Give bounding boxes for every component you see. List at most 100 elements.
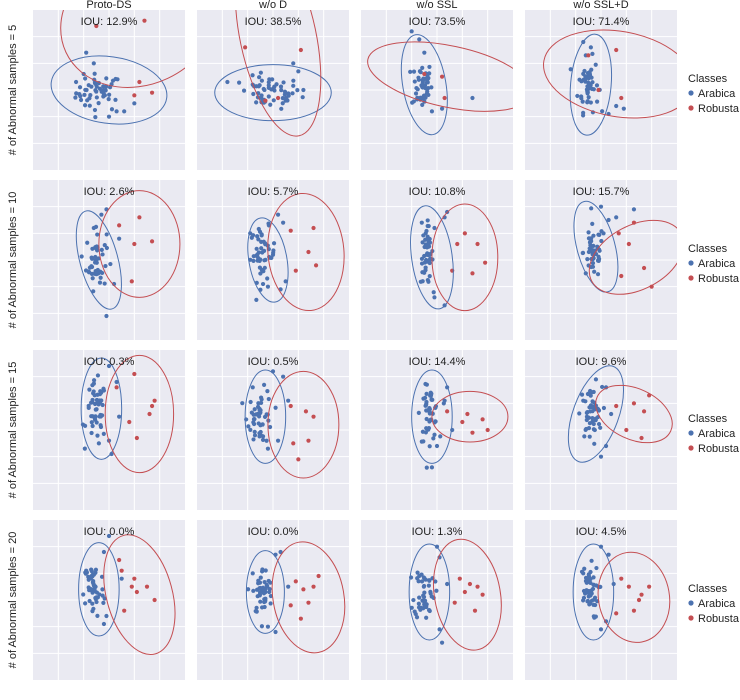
arabica-point	[606, 217, 611, 223]
arabica-point	[132, 101, 137, 106]
arabica-point	[255, 404, 261, 409]
iou-label: IOU: 4.5%	[576, 526, 627, 538]
arabica-point	[106, 533, 112, 539]
robusta-point	[149, 239, 155, 244]
arabica-point	[411, 597, 416, 603]
arabica-point	[598, 454, 604, 459]
arabica-point	[82, 446, 87, 451]
robusta-point	[306, 438, 311, 443]
arabica-point	[438, 434, 443, 439]
robusta-point	[631, 401, 637, 406]
arabica-point	[96, 101, 101, 106]
arabica-point	[429, 391, 434, 396]
arabica-point	[249, 410, 254, 415]
robusta-point	[149, 90, 155, 95]
robusta-point	[142, 18, 147, 23]
arabica-point	[251, 588, 256, 593]
robusta-point	[465, 411, 470, 417]
arabica-point	[259, 267, 264, 273]
arabica-point	[93, 407, 98, 412]
arabica-point	[237, 80, 242, 85]
arabica-point	[585, 599, 590, 604]
arabica-point	[260, 281, 266, 287]
arabica-ellipse	[400, 34, 448, 136]
column-title: w/o SSL+D	[572, 0, 628, 11]
arabica-point	[79, 254, 84, 259]
panel-marks	[50, 10, 185, 125]
arabica-point	[598, 204, 604, 209]
arabica-point	[423, 430, 429, 435]
arabica-point	[102, 93, 107, 98]
arabica-point	[101, 600, 106, 605]
arabica-point	[593, 62, 598, 67]
legend-marker	[688, 275, 694, 281]
arabica-point	[439, 640, 445, 645]
arabica-point	[95, 248, 100, 253]
arabica-point	[582, 68, 587, 74]
arabica-point	[591, 389, 596, 395]
arabica-point	[593, 377, 599, 382]
arabica-point	[259, 246, 264, 251]
arabica-point	[265, 624, 271, 629]
arabica-point	[588, 45, 593, 50]
arabica-ellipse	[75, 210, 122, 310]
arabica-point	[117, 414, 122, 419]
arabica-point	[109, 107, 115, 112]
arabica-point	[427, 608, 432, 613]
arabica-point	[280, 96, 285, 101]
robusta-point	[306, 600, 311, 605]
arabica-point	[425, 80, 430, 85]
row-label: # of Abnormal samples = 15	[7, 362, 19, 499]
arabica-point	[268, 102, 273, 107]
arabica-point	[585, 257, 590, 262]
arabica-point	[424, 465, 429, 470]
arabica-point	[582, 434, 587, 439]
legend-label: Robusta	[698, 103, 740, 115]
arabica-point	[427, 578, 432, 583]
arabica-point	[98, 424, 104, 430]
arabica-point	[599, 238, 604, 244]
robusta-point	[275, 95, 281, 101]
arabica-point	[91, 391, 96, 396]
arabica-point	[261, 382, 267, 387]
arabica-point	[265, 276, 270, 281]
arabica-point	[255, 234, 260, 239]
arabica-ellipse	[78, 542, 120, 637]
robusta-point	[293, 579, 298, 584]
legend-marker	[688, 430, 694, 436]
arabica-point	[95, 373, 101, 378]
robusta-point	[636, 597, 642, 603]
arabica-point	[291, 83, 296, 88]
iou-label: IOU: 71.4%	[573, 16, 630, 28]
arabica-point	[594, 99, 600, 104]
arabica-point	[591, 404, 596, 410]
panel-marks	[573, 200, 677, 295]
arabica-point	[425, 237, 430, 242]
arabica-ellipse	[247, 217, 289, 303]
robusta-point	[296, 457, 301, 462]
arabica-point	[252, 433, 258, 438]
arabica-point	[95, 613, 100, 618]
robusta-point	[311, 414, 316, 419]
arabica-point	[590, 221, 595, 226]
robusta-point	[624, 427, 629, 433]
arabica-point	[258, 599, 263, 604]
arabica-point	[422, 583, 427, 589]
arabica-point	[597, 232, 602, 237]
arabica-point	[589, 86, 595, 91]
iou-label: IOU: 0.0%	[84, 526, 135, 538]
legend-marker	[688, 105, 694, 111]
legend-row-1: Classes Arabica Robusta	[688, 73, 740, 115]
arabica-point	[587, 602, 592, 607]
legend-label: Robusta	[698, 443, 740, 455]
arabica-point	[413, 91, 419, 96]
arabica-point	[81, 592, 86, 597]
arabica-point	[419, 256, 425, 261]
arabica-point	[596, 258, 601, 263]
arabica-point	[265, 284, 271, 289]
arabica-point	[408, 69, 413, 74]
arabica-point	[439, 106, 445, 111]
arabica-point	[437, 627, 442, 632]
legend-marker	[688, 600, 694, 606]
legend-label: Arabica	[698, 258, 736, 270]
